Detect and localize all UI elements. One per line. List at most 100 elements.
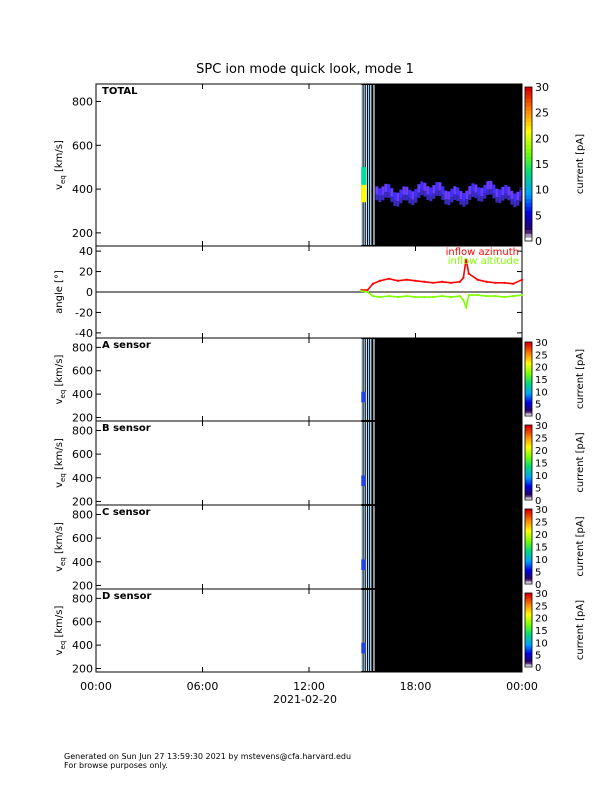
series-point — [476, 278, 479, 281]
series-point — [387, 277, 390, 280]
series-point — [458, 294, 461, 298]
colorbar-cell — [525, 488, 532, 492]
colorbar-cell — [525, 214, 532, 219]
panel-label: TOTAL — [102, 86, 138, 97]
series-point — [503, 296, 506, 299]
onset-stripe — [363, 422, 365, 504]
colorbar-cell — [525, 110, 532, 115]
colorbar-cell — [525, 644, 532, 648]
colorbar-cell — [525, 574, 532, 577]
colorbar-tick-label: 15 — [535, 626, 548, 637]
beam-cell — [408, 189, 412, 199]
beam-cell — [486, 189, 490, 195]
colorbar-cell — [525, 414, 532, 417]
onset-stripe — [365, 339, 367, 420]
colorbar-cell — [525, 593, 532, 596]
beam-cell — [456, 187, 460, 196]
onset-stripe — [365, 590, 367, 671]
colorbar-cell — [525, 356, 532, 360]
y-tick-label: 800 — [72, 508, 93, 521]
colorbar-cell — [525, 512, 532, 516]
series-point — [432, 281, 435, 284]
beam-cell — [462, 192, 466, 202]
colorbar-tick-label: 15 — [535, 459, 548, 470]
beam-cell — [519, 196, 523, 202]
colorbar-tick-label: 30 — [535, 589, 548, 600]
colorbar-cell — [525, 225, 532, 230]
panel-angle: -40 -20 0 20 40 angle [°] inflow azimuthinflow… — [54, 245, 524, 340]
colorbar-cell — [525, 379, 532, 382]
colorbar-cell — [525, 440, 532, 443]
colorbar-cell — [525, 492, 532, 495]
beam-cell — [432, 193, 436, 199]
onset-stripe — [373, 339, 375, 420]
colorbar-cell — [525, 605, 532, 609]
colorbar-frame — [524, 592, 533, 668]
y-tick-label: 200 — [72, 662, 93, 675]
y-tick-label: 200 — [72, 227, 93, 240]
colorbar-tick-label: 0 — [535, 496, 541, 507]
colorbar-cell — [525, 642, 532, 646]
onset-peak — [361, 167, 367, 185]
colorbar-cell — [525, 171, 532, 177]
beam-cell — [450, 197, 454, 203]
beam-cell — [453, 194, 457, 201]
colorbar-cell — [525, 486, 532, 490]
data-region — [361, 338, 522, 421]
beam-cell — [447, 191, 451, 200]
series-point — [396, 279, 399, 282]
colorbar-cell — [525, 160, 532, 165]
colorbar-cell — [525, 490, 532, 493]
beam-cell — [402, 186, 406, 195]
colorbar-cell — [525, 349, 532, 352]
colorbar-frame — [524, 424, 533, 501]
y-tick-label: 20 — [79, 266, 93, 279]
beam-cell — [501, 186, 505, 196]
series-point — [423, 280, 426, 283]
colorbar-cell — [525, 133, 532, 138]
colorbar-cell — [525, 630, 532, 633]
y-tick-label: 600 — [72, 139, 93, 152]
colorbar-cell — [525, 539, 532, 542]
beam-cell — [408, 198, 412, 204]
colorbar-cell — [525, 395, 532, 398]
beam-cell — [399, 197, 403, 204]
colorbar-cell — [525, 657, 532, 661]
colorbar-cell — [525, 607, 532, 611]
colorbar-cell — [525, 600, 532, 603]
colorbar-cell — [525, 354, 532, 358]
onset-stripe — [367, 85, 370, 245]
colorbar-cell — [525, 121, 532, 126]
panel-label: A sensor — [102, 340, 151, 351]
beam-cell — [492, 192, 496, 199]
colorbar-cell — [525, 426, 532, 430]
colorbar-tick-label: 15 — [535, 375, 548, 386]
beam-cell — [450, 188, 454, 198]
beam-cell — [468, 186, 472, 195]
colorbar-cell — [525, 546, 532, 549]
colorbar-tick-label: 10 — [535, 638, 548, 649]
beam-cell — [498, 197, 502, 204]
colorbar-cell — [525, 628, 532, 631]
colorbar-cell — [525, 140, 532, 146]
colorbar-cell — [525, 620, 532, 624]
colorbar-cell — [525, 596, 532, 600]
beam-cell — [471, 183, 475, 192]
colorbar-cell — [525, 408, 532, 411]
date-label: 2021-02-20 — [273, 693, 337, 706]
y-tick-label: 400 — [72, 639, 93, 652]
x-tick-label: 12:00 — [293, 680, 325, 693]
beam-cell — [429, 187, 433, 196]
series-point — [503, 281, 506, 284]
series-point — [520, 293, 524, 297]
colorbar-label: current [pA] — [575, 516, 586, 576]
y-axis-label: angle [°] — [54, 270, 65, 314]
beam-cell — [426, 194, 430, 201]
colorbar-cell — [525, 373, 532, 376]
colorbar-cell — [525, 635, 532, 638]
beam-cell — [426, 186, 430, 195]
beam-cell — [387, 184, 391, 193]
y-axis-label: veq [km/s] — [54, 606, 67, 656]
